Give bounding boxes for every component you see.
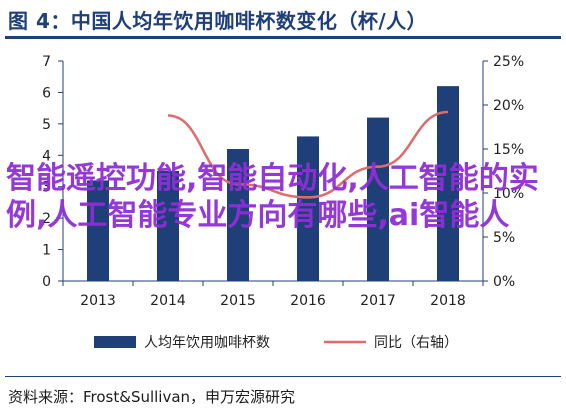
right-tick-label: 15% bbox=[493, 142, 524, 158]
source-rule bbox=[5, 376, 561, 377]
legend-bar-swatch bbox=[94, 336, 136, 348]
bar-2013 bbox=[87, 180, 109, 281]
left-tick-label: 2 bbox=[42, 211, 51, 227]
right-tick-label: 0% bbox=[493, 274, 515, 290]
bar-2017 bbox=[367, 117, 389, 281]
x-tick-label: 2014 bbox=[150, 293, 186, 309]
left-tick-label: 1 bbox=[42, 243, 51, 259]
source-note: 资料来源：Frost&Sullivan，申万宏源研究 bbox=[8, 388, 296, 406]
title-rule bbox=[5, 36, 561, 39]
x-tick-label: 2013 bbox=[80, 293, 116, 309]
bar-2015 bbox=[227, 149, 249, 281]
left-tick-label: 4 bbox=[42, 148, 51, 164]
left-tick-label: 6 bbox=[42, 85, 51, 101]
x-tick-label: 2017 bbox=[360, 293, 396, 309]
right-tick-label: 25% bbox=[493, 54, 524, 70]
right-tick-label: 10% bbox=[493, 186, 524, 202]
legend-line-label: 同比（右轴） bbox=[374, 335, 458, 351]
legend-bar-label: 人均年饮用咖啡杯数 bbox=[144, 335, 270, 351]
bar-2018 bbox=[437, 86, 459, 282]
left-tick-label: 0 bbox=[42, 274, 51, 290]
right-tick-label: 5% bbox=[493, 230, 515, 246]
chart-title: 图 4：中国人均年饮用咖啡杯数变化（杯/人） bbox=[8, 9, 428, 33]
left-tick-label: 7 bbox=[42, 54, 51, 70]
left-tick-label: 5 bbox=[42, 117, 51, 133]
bar-2014 bbox=[157, 171, 179, 281]
right-tick-label: 20% bbox=[493, 98, 524, 114]
x-tick-label: 2015 bbox=[220, 293, 256, 309]
bar-2016 bbox=[297, 136, 319, 281]
x-tick-label: 2018 bbox=[430, 293, 466, 309]
left-tick-label: 3 bbox=[42, 180, 51, 196]
yoy-line bbox=[167, 110, 449, 199]
x-tick-label: 2016 bbox=[290, 293, 326, 309]
